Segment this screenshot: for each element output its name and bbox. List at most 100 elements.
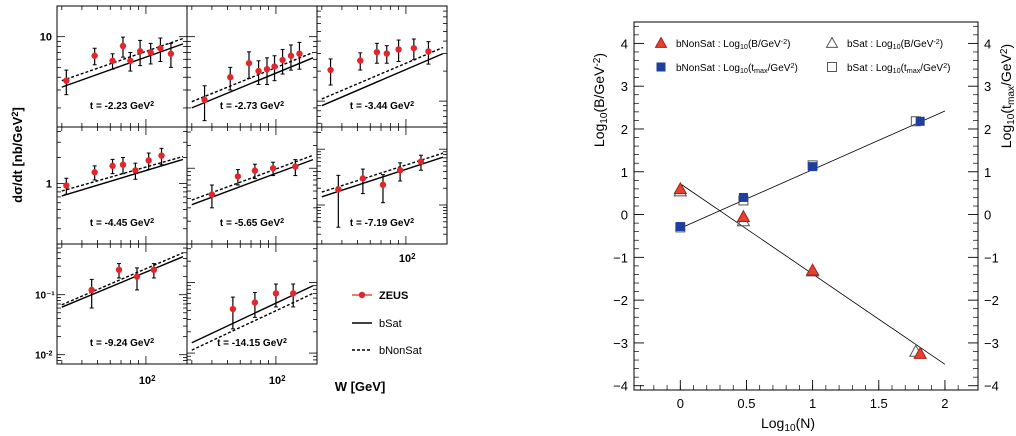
zeus-point [269, 165, 277, 172]
y-tick-label: −2 [613, 293, 628, 308]
zeus-point [395, 46, 402, 53]
y-tick-label: 10-2 [35, 349, 53, 362]
panel-8: t = -14.15 GeV2 102 [186, 243, 318, 387]
panel-3: t = -3.44 GeV2 [316, 5, 448, 128]
y-tick-label: 10 [40, 32, 52, 44]
bSat-curve [61, 158, 184, 197]
panel-t-label: t = -3.44 GeV2 [350, 99, 414, 112]
zeus-point [255, 67, 262, 75]
x-tick-label: 102 [269, 374, 286, 387]
zeus-point [292, 163, 299, 170]
zeus-point [335, 186, 342, 193]
zeus-point [410, 44, 418, 52]
panel-1: 10 t = -2.23 GeV2 [40, 5, 188, 128]
bNonSat-curve [191, 51, 314, 103]
panel-7: 10-2 10⁻¹ t = -9.24 GeV2 102 [35, 243, 188, 387]
right-legend: bNonSat : Log10(B/GeV-2) bSat : Log10(B/G… [654, 36, 950, 75]
x-tick-label: 1 [809, 396, 816, 411]
legend-zeus-marker [358, 291, 366, 299]
zeus-point [132, 167, 139, 174]
panel-t-label: t = -2.73 GeV2 [220, 99, 284, 112]
legend-marker-bsat-tmax [827, 62, 837, 72]
zeus-point [119, 42, 127, 50]
zeus-point [271, 63, 278, 70]
y-tick-label: 0 [621, 208, 628, 223]
right-frame [633, 21, 979, 391]
zeus-point [119, 161, 127, 168]
zeus-point [234, 173, 242, 180]
bnonsat-B-point [805, 263, 820, 276]
zeus-point [127, 57, 134, 64]
bnonsat-tmax-point [738, 192, 748, 202]
zeus-point [296, 50, 303, 57]
bSat-curve [191, 57, 314, 109]
bnonsat-tmax-point [808, 162, 818, 172]
right-y2-axis-label: Log10(tmax/GeV2) [998, 44, 1016, 148]
panel-t-label: t = -5.65 GeV2 [220, 216, 284, 229]
panel-t-label: t = -4.45 GeV2 [90, 216, 154, 229]
panel-t-label: t = -9.24 GeV2 [90, 336, 154, 349]
zeus-point [417, 158, 425, 165]
bnonsat-B-point [673, 181, 688, 195]
legend-label-bsat-B: bSat : Log10(B/GeV-2) [847, 37, 943, 51]
zeus-point [279, 56, 286, 64]
zeus-point [357, 57, 364, 64]
zeus-point [150, 266, 158, 274]
zeus-point [251, 299, 259, 306]
right-x-axis-label: Log10(N) [761, 415, 815, 434]
panel-frame [316, 126, 448, 245]
zeus-point [145, 157, 152, 164]
legend-zeus-label: ZEUS [379, 290, 408, 302]
x-tick-label: 102 [139, 374, 156, 387]
zeus-point [263, 65, 271, 73]
bnonsat-B-point [913, 346, 928, 359]
zeus-point [115, 266, 123, 274]
y-tick-label: −4 [613, 379, 628, 394]
right-y-axis-label: Log10(B/GeV-2) [591, 53, 610, 147]
bSat-curve [61, 256, 184, 308]
panel-5: t = -5.65 GeV2 [186, 126, 318, 245]
zeus-point [208, 191, 216, 198]
zeus-point [109, 57, 116, 64]
zeus-point [133, 273, 141, 280]
zeus-point [245, 59, 253, 67]
zeus-point [63, 77, 70, 84]
zeus-point [327, 66, 334, 74]
y-tick-label: 2 [621, 122, 628, 137]
y-tick-label: 10⁻¹ [35, 291, 55, 302]
zeus-point [136, 48, 144, 55]
legend-label-bsat-tmax: bSat : Log10(tmax/GeV2) [847, 61, 950, 75]
x-tick-label: 0.5 [737, 396, 755, 411]
left-y-axis-label: dσ/dt [nb/GeV2] [10, 107, 25, 203]
y2-tick-label: 1 [984, 165, 991, 180]
y2-tick-label: 2 [984, 122, 991, 137]
panel-2: t = -2.73 GeV2 [186, 5, 318, 128]
zeus-point [109, 162, 116, 170]
legend-marker-bnonsat-tmax [656, 62, 666, 72]
bnonsat-tmax-point [915, 116, 925, 126]
left-x-axis-label: W [GeV] [335, 379, 386, 394]
bSat-curve [61, 43, 184, 88]
legend-marker-bsat-B [825, 36, 839, 48]
y2-tick-label: 4 [984, 36, 991, 51]
legend-marker-bnonsat-B [654, 36, 668, 48]
panel-6: t = -7.19 GeV2 102 [316, 126, 448, 265]
panel-4: 1 t = -4.45 GeV2 [46, 126, 188, 245]
x-tick-label: 102 [399, 252, 416, 265]
zeus-point [91, 169, 98, 176]
zeus-point [287, 52, 295, 59]
y2-tick-label: 0 [984, 208, 991, 223]
right-plot: −4 −4 −3 −3 −2 −2 −1 −1 0 0 1 1 2 2 3 3 4 4 0 0.5 1 1.5 2 bNonS… [591, 21, 1016, 434]
zeus-point [396, 167, 404, 174]
zeus-point [383, 50, 390, 57]
panel-t-label: t = -14.15 GeV2 [217, 336, 287, 349]
zeus-point [91, 52, 98, 59]
y-tick-label: 3 [621, 79, 628, 94]
left-legend: ZEUS bSat bNonSat [352, 290, 422, 357]
y-tick-label: 1 [46, 179, 52, 191]
y-tick-label: −1 [613, 250, 628, 265]
zeus-point [167, 50, 175, 57]
zeus-point [147, 49, 154, 56]
panel-t-label: t = -7.19 GeV2 [350, 216, 414, 229]
zeus-point [251, 167, 259, 174]
